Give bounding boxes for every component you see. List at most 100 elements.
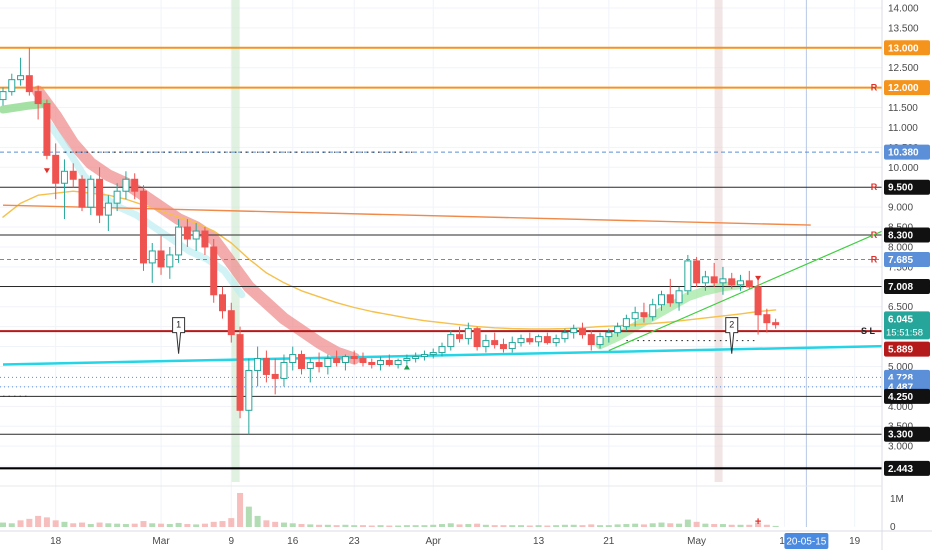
volume-bar bbox=[79, 522, 86, 527]
volume-bar bbox=[465, 524, 472, 527]
trendline-cyan-support[interactable] bbox=[2, 343, 932, 366]
time-axis[interactable]: 18Mar91623Apr1321May111920-05-15 bbox=[0, 530, 932, 549]
candle-body bbox=[614, 326, 622, 334]
volume-bar bbox=[43, 517, 50, 527]
volume-bar bbox=[140, 521, 147, 527]
candle-body bbox=[25, 75, 33, 93]
volume-bar bbox=[728, 524, 735, 527]
volume-bar bbox=[649, 523, 656, 527]
candle-body bbox=[262, 358, 270, 375]
volume-bar bbox=[439, 524, 445, 527]
volume-bar bbox=[632, 523, 639, 527]
volume-bar bbox=[35, 515, 42, 527]
time-tick-label: 21 bbox=[603, 536, 615, 547]
volume-bar bbox=[52, 520, 59, 527]
volume-bar bbox=[351, 525, 358, 527]
candle-body bbox=[8, 79, 16, 93]
candle-body bbox=[482, 340, 490, 348]
volume-bar bbox=[702, 523, 709, 527]
volume-bar bbox=[491, 525, 498, 527]
candle-body bbox=[34, 91, 42, 105]
volume-bar bbox=[359, 525, 366, 527]
volume-bar bbox=[254, 515, 261, 527]
volume-bar bbox=[263, 520, 270, 527]
volume-bar bbox=[561, 524, 568, 527]
candle-body bbox=[552, 338, 560, 344]
candle-body bbox=[570, 328, 578, 334]
time-cursor-tag bbox=[784, 533, 829, 549]
candle-body bbox=[219, 294, 226, 312]
price-tag-2.443-box bbox=[884, 460, 930, 476]
candle-body bbox=[693, 260, 701, 284]
candle-body bbox=[280, 361, 288, 379]
candle-body bbox=[596, 336, 604, 346]
candle-body bbox=[78, 178, 86, 208]
candle-body bbox=[183, 226, 191, 240]
volume-bar bbox=[228, 518, 235, 527]
volume-bar bbox=[553, 525, 560, 527]
volume-bar bbox=[324, 524, 331, 527]
candle-body bbox=[17, 75, 25, 81]
candle-body bbox=[684, 260, 692, 292]
candle-body bbox=[394, 360, 402, 365]
volume-bar bbox=[122, 524, 129, 527]
candle-body bbox=[87, 178, 95, 208]
volume-bar bbox=[114, 523, 121, 527]
candle-body bbox=[763, 314, 771, 324]
last-price-tag-box bbox=[884, 311, 930, 340]
price-tag-10.380-box bbox=[884, 144, 930, 160]
volume-bar bbox=[219, 521, 226, 527]
candle-body bbox=[473, 328, 481, 348]
candle-body bbox=[359, 358, 367, 363]
candle-body bbox=[728, 278, 736, 286]
candle-body bbox=[69, 170, 77, 180]
candle-body bbox=[543, 336, 551, 344]
highlight-columns bbox=[231, 0, 723, 482]
price-tag-13.000-box bbox=[884, 40, 930, 56]
buy-arrow-marker bbox=[403, 364, 410, 370]
volume-bar bbox=[193, 524, 200, 527]
ma-fast-ribbon-green bbox=[0, 99, 51, 114]
volume-bar bbox=[131, 523, 138, 527]
stop-loss-tag-box bbox=[884, 341, 930, 357]
stop-loss-tag-text: 5.889 bbox=[888, 345, 913, 356]
price-tick-label: 7.500 bbox=[888, 262, 913, 273]
price-tag-13.000-text: 13.000 bbox=[888, 43, 919, 54]
price-tag-7.685-text: 7.685 bbox=[888, 255, 913, 266]
candle-body bbox=[350, 356, 358, 360]
last-price-tag-text: 6.045 bbox=[888, 314, 913, 325]
candle-body bbox=[298, 354, 306, 369]
stop-loss-marker: S L bbox=[861, 326, 876, 336]
candle-body bbox=[587, 334, 595, 346]
candle-body bbox=[289, 354, 297, 363]
volume-bar bbox=[0, 522, 6, 527]
time-tick-label: Mar bbox=[152, 536, 170, 547]
candle-body bbox=[420, 354, 428, 358]
volume-bar bbox=[755, 522, 762, 527]
volume-bar bbox=[772, 525, 779, 527]
price-tag-12.000-text: 12.000 bbox=[888, 83, 919, 94]
highlight-column bbox=[714, 0, 723, 482]
price-tags: 13.000 12.000 10.380 9.500 8.300 7.685 7.008 4.… bbox=[884, 40, 930, 476]
volume-bar bbox=[719, 524, 726, 527]
price-tag-7.685-box bbox=[884, 252, 930, 268]
price-tag-12.000-box bbox=[884, 80, 930, 96]
candle-body bbox=[210, 246, 218, 296]
volume-bar bbox=[61, 521, 68, 527]
trendline-orange-long-MA[interactable] bbox=[2, 204, 811, 226]
price-tick-label: 3.000 bbox=[888, 442, 913, 453]
volume-bar bbox=[8, 523, 15, 527]
candle-body bbox=[561, 332, 569, 340]
volume-bar bbox=[17, 520, 24, 527]
volume-bar bbox=[245, 506, 252, 527]
volume-bar bbox=[158, 523, 165, 527]
candle-body bbox=[508, 342, 516, 350]
volume-bar bbox=[579, 525, 586, 527]
price-tag-8.300-box bbox=[884, 227, 930, 243]
candle-body bbox=[368, 361, 376, 365]
candle-body bbox=[192, 230, 200, 240]
volume-bar bbox=[640, 524, 647, 527]
volume-bar bbox=[175, 522, 182, 527]
